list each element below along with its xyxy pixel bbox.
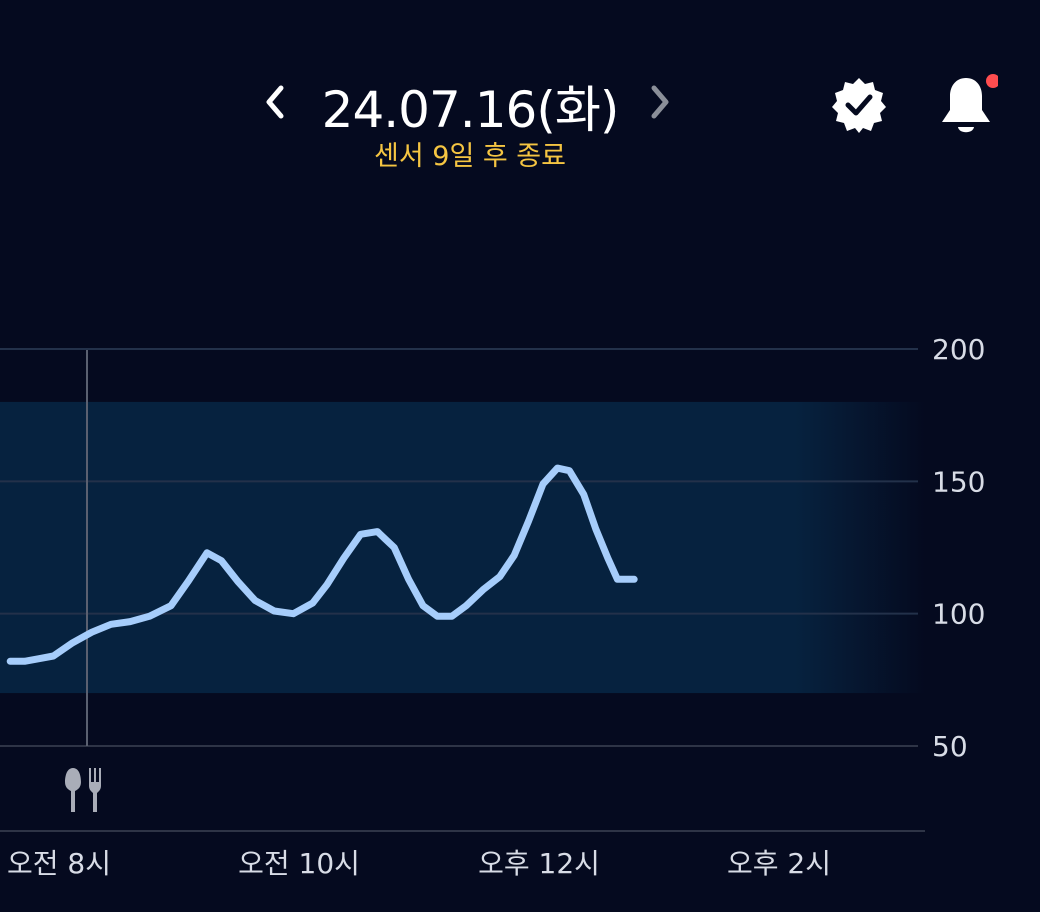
spoon-shape [65, 768, 81, 812]
y-tick-label: 100 [932, 598, 985, 631]
x-tick-label: 오전 10시 [238, 847, 360, 880]
date-header: 24.07.16(화) 센서 9일 후 종료 [0, 60, 1040, 180]
verified-badge-icon[interactable] [830, 76, 888, 134]
date-title: 24.07.16(화) [321, 81, 620, 139]
glucose-series-line [6, 464, 638, 665]
y-tick-label: 200 [932, 333, 985, 366]
chevron-right-icon [651, 85, 669, 119]
x-tick-label: 오후 12시 [478, 847, 600, 880]
sensor-expiry-status: 센서 9일 후 종료 [374, 141, 566, 172]
x-tick-label: 오후 2시 [727, 847, 831, 880]
notification-dot [986, 74, 998, 88]
fork-knife-icon[interactable] [65, 768, 101, 812]
next-day-button[interactable] [640, 78, 680, 126]
x-tick-label: 오전 8시 [7, 847, 111, 880]
fork-shape [89, 768, 101, 812]
y-tick-label: 50 [932, 730, 968, 763]
x-axis-ticks: 오전 8시 오전 10시 오후 12시 오후 2시 [7, 847, 831, 880]
y-tick-label: 150 [932, 465, 985, 498]
bell-icon [942, 78, 990, 133]
y-axis-ticks: 200 150 100 50 [932, 333, 985, 763]
notifications-button[interactable] [934, 72, 998, 138]
chevron-left-icon [266, 85, 284, 119]
previous-day-button[interactable] [255, 78, 295, 126]
target-range-band [0, 401, 925, 694]
